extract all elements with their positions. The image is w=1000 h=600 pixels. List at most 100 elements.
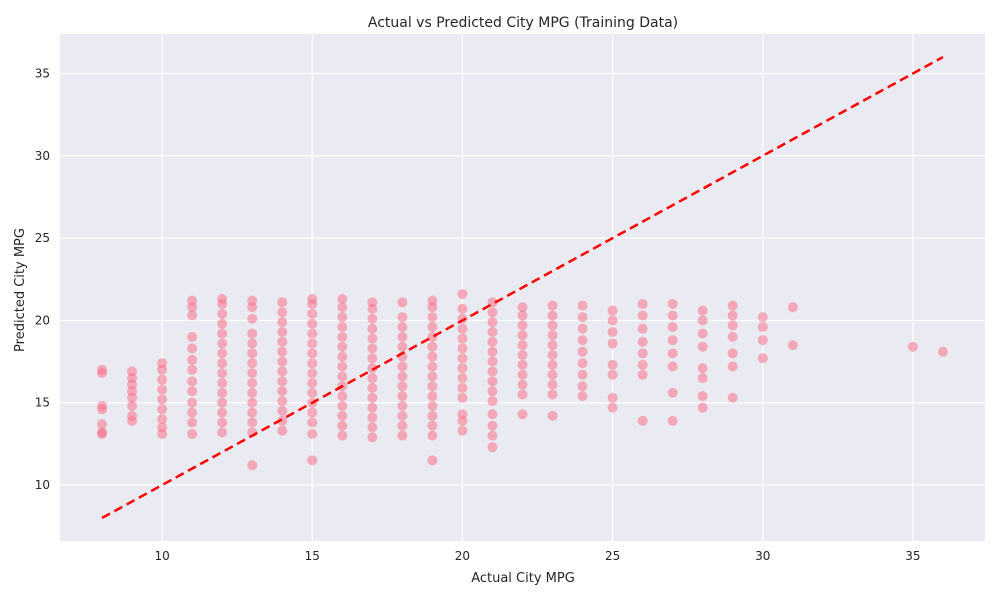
data-point [217, 294, 228, 305]
data-point [727, 320, 738, 331]
data-point [577, 300, 588, 311]
data-point [667, 310, 678, 321]
data-point [247, 377, 258, 388]
data-point [157, 422, 168, 433]
data-point [217, 377, 228, 388]
data-point [397, 371, 408, 382]
data-point [577, 391, 588, 402]
chart-title: Actual vs Predicted City MPG (Training D… [368, 15, 678, 31]
x-axis-title: Actual City MPG [471, 571, 575, 586]
data-point [397, 420, 408, 431]
data-point [637, 298, 648, 309]
data-point [427, 331, 438, 342]
data-point [277, 356, 288, 367]
data-point [637, 369, 648, 380]
data-point [637, 415, 648, 426]
data-point [577, 335, 588, 346]
data-point [607, 305, 618, 316]
data-point [277, 346, 288, 357]
y-axis-ticks: 10 15 20 25 30 35 [35, 67, 50, 493]
x-axis-ticks: 10 15 20 25 30 35 [154, 549, 920, 563]
data-point [307, 377, 318, 388]
data-point [307, 338, 318, 349]
x-tick-label: 10 [154, 549, 169, 563]
data-point [277, 317, 288, 328]
data-point [277, 386, 288, 397]
data-point [127, 366, 138, 377]
data-point [457, 289, 468, 300]
data-point [187, 364, 198, 375]
data-point [697, 363, 708, 374]
data-point [337, 331, 348, 342]
data-point [487, 336, 498, 347]
data-point [397, 391, 408, 402]
data-point [337, 430, 348, 441]
data-point [727, 331, 738, 342]
y-tick-label: 10 [35, 478, 50, 492]
data-point [427, 391, 438, 402]
data-point [337, 391, 348, 402]
data-point [637, 310, 648, 321]
data-point [487, 376, 498, 387]
data-point [157, 414, 168, 425]
data-point [367, 392, 378, 403]
data-point [667, 335, 678, 346]
data-point [187, 407, 198, 418]
data-point [247, 387, 258, 398]
data-point [517, 320, 528, 331]
data-point [427, 430, 438, 441]
data-point [427, 410, 438, 421]
data-point [667, 348, 678, 359]
x-tick-label: 20 [455, 549, 470, 563]
data-point [397, 361, 408, 372]
data-point [277, 307, 288, 318]
data-point [217, 318, 228, 329]
data-point [307, 368, 318, 379]
data-point [547, 340, 558, 351]
data-point [427, 361, 438, 372]
data-point [367, 323, 378, 334]
data-point [607, 359, 618, 370]
data-point [547, 320, 558, 331]
data-point [427, 312, 438, 323]
data-point [277, 376, 288, 387]
data-point [427, 381, 438, 392]
data-point [457, 323, 468, 334]
data-point [187, 429, 198, 440]
data-point [517, 379, 528, 390]
data-point [667, 387, 678, 398]
data-point [457, 353, 468, 364]
data-point [547, 379, 558, 390]
y-tick-label: 15 [35, 396, 50, 410]
data-point [457, 382, 468, 393]
data-point [457, 425, 468, 436]
data-point [187, 376, 198, 387]
data-point [277, 366, 288, 377]
x-tick-label: 15 [305, 549, 320, 563]
data-point [637, 359, 648, 370]
data-point [547, 310, 558, 321]
data-point [127, 401, 138, 412]
data-point [937, 346, 948, 357]
data-point [487, 346, 498, 357]
data-point [187, 354, 198, 365]
data-point [97, 401, 108, 412]
data-point [97, 419, 108, 430]
data-point [127, 410, 138, 421]
data-point [727, 392, 738, 403]
data-point [427, 322, 438, 333]
data-point [217, 387, 228, 398]
data-point [367, 422, 378, 433]
data-point [217, 427, 228, 438]
data-point [157, 384, 168, 395]
data-point [457, 392, 468, 403]
data-point [337, 420, 348, 431]
data-point [547, 330, 558, 341]
data-point [247, 417, 258, 428]
data-point [487, 366, 498, 377]
data-point [367, 313, 378, 324]
data-point [247, 460, 258, 471]
data-point [397, 381, 408, 392]
data-point [547, 369, 558, 380]
